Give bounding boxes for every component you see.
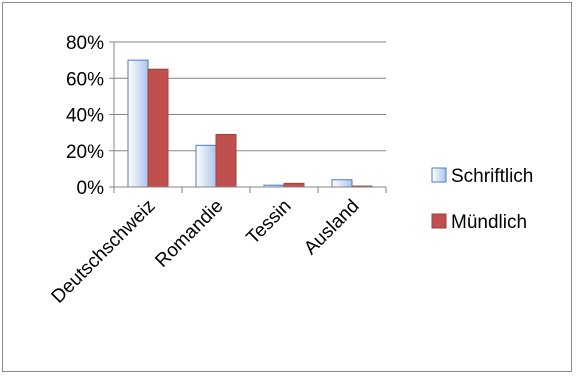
bar-mndlich-romandie (215, 133, 237, 188)
bars (127, 59, 373, 188)
y-tick-label: 20% (66, 142, 104, 163)
legend-label: Schriftlich (451, 166, 533, 187)
y-tick-label: 0% (77, 178, 105, 199)
y-tick-label: 80% (66, 33, 104, 54)
bar-schriftlich-romandie (195, 144, 217, 188)
legend: Schriftlich Mündlich (431, 166, 533, 233)
bar-mndlich-tessin (283, 182, 305, 188)
y-tick-label: 60% (66, 69, 104, 90)
bar-mndlich-deutschschweiz (147, 68, 169, 188)
x-tick-label: Ausland (300, 196, 363, 259)
x-tick-label: Deutschschweiz (48, 196, 160, 308)
x-tick-label: Romandie (151, 196, 227, 272)
legend-swatch-schriftlich (431, 167, 447, 183)
bar-schriftlich-deutschschweiz (127, 59, 149, 188)
legend-swatch-mndlich (431, 213, 447, 229)
x-tick-label: Tessin (243, 196, 296, 249)
legend-label: Mündlich (451, 212, 527, 233)
bar-schriftlich-ausland (331, 179, 353, 188)
y-axis: 0% 20% 40% 60% 80% (66, 33, 115, 199)
y-tick-label: 40% (66, 106, 104, 127)
